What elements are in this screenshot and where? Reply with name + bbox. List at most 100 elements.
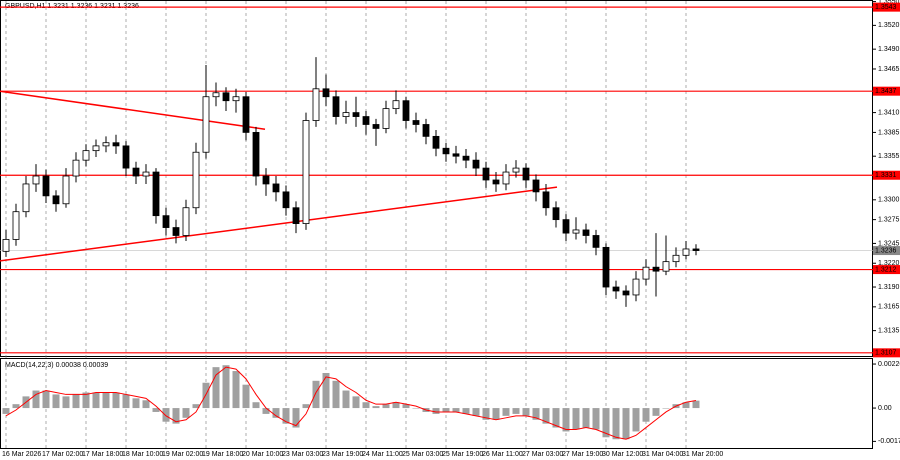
- macd-bar: [312, 380, 320, 409]
- candle-body: [362, 116, 370, 125]
- macd-bar: [452, 408, 460, 412]
- macd-bar: [352, 396, 360, 409]
- macd-bar: [382, 404, 390, 409]
- macd-bar: [152, 408, 160, 412]
- candle-body: [692, 248, 700, 251]
- candle-body: [322, 88, 330, 98]
- x-tick-label: 19 Mar 02:00: [162, 451, 203, 458]
- macd-bar: [272, 408, 280, 418]
- macd-bar: [12, 404, 20, 409]
- macd-frame: [0, 358, 873, 449]
- candle-body: [112, 142, 120, 147]
- level-label: 1.3331: [875, 172, 897, 179]
- candle-body: [412, 120, 420, 125]
- candle-body: [62, 175, 70, 205]
- macd-bar: [402, 404, 410, 409]
- candle-body: [182, 207, 190, 236]
- y-tick-label: 1.3385: [878, 129, 900, 136]
- macd-bar: [282, 408, 290, 424]
- candle-body: [72, 159, 80, 177]
- macd-bar: [582, 408, 590, 428]
- candle-body: [222, 92, 230, 102]
- macd-bar: [512, 408, 520, 414]
- y-tick-label: 1.3300: [878, 197, 900, 204]
- macd-bar: [692, 400, 700, 409]
- candle-body: [532, 179, 540, 193]
- x-tick-label: 23 Mar 03:00: [282, 451, 323, 458]
- candle-body: [382, 108, 390, 129]
- macd-bar: [342, 390, 350, 409]
- candle-body: [332, 96, 340, 117]
- macd-bar: [142, 400, 150, 409]
- macd-bar: [492, 408, 500, 420]
- candle-body: [422, 124, 430, 137]
- y-tick-label: 1.3355: [878, 153, 900, 160]
- candle-body: [392, 100, 400, 110]
- y-tick-label: 1.3410: [878, 109, 900, 116]
- candle-body: [642, 266, 650, 280]
- macd-bar: [122, 394, 130, 409]
- macd-bar: [112, 392, 120, 409]
- candle-body: [32, 175, 40, 185]
- candle-body: [282, 191, 290, 209]
- macd-label: MACD(14,22,3) 0.00038 0.00039: [5, 362, 108, 369]
- candle-body: [672, 254, 680, 263]
- macd-bar: [522, 408, 530, 416]
- trendline: [0, 90, 266, 130]
- candle-body: [612, 286, 620, 292]
- x-tick-label: 27 Mar 19:00: [562, 451, 603, 458]
- macd-bar: [102, 392, 110, 409]
- candle-body: [492, 179, 500, 185]
- current-price-box: [873, 246, 900, 256]
- macd-bar: [132, 398, 140, 409]
- candle-body: [452, 153, 460, 157]
- level-box: [873, 348, 900, 358]
- macd-bar: [302, 404, 310, 409]
- macd-bar: [612, 408, 620, 440]
- candle-body: [572, 229, 580, 234]
- macd-bar: [322, 373, 330, 409]
- macd-bar: [472, 408, 480, 416]
- candle-body: [212, 92, 220, 98]
- macd-bar: [32, 390, 40, 409]
- x-tick-label: 25 Mar 03:00: [402, 451, 443, 458]
- trendline: [0, 186, 558, 262]
- macd-bar: [462, 408, 470, 414]
- chart-title: GBPUSD,H1 1.3231 1.3236 1.3231 1.3236: [5, 3, 139, 10]
- macd-bar: [572, 408, 580, 430]
- candle-body: [172, 227, 180, 236]
- macd-signal: [5, 366, 697, 440]
- macd-bar: [602, 408, 610, 438]
- level-box: [873, 86, 900, 96]
- candle-body: [352, 112, 360, 117]
- macd-bar: [2, 408, 10, 414]
- candle-body: [122, 145, 130, 169]
- candle-body: [552, 207, 560, 221]
- macd-bar: [182, 408, 190, 418]
- macd-bar: [252, 402, 260, 409]
- macd-bar: [262, 408, 270, 414]
- candle-body: [302, 120, 310, 224]
- x-tick-label: 23 Mar 19:00: [322, 451, 363, 458]
- candle-body: [522, 167, 530, 181]
- macd-bar: [592, 408, 600, 430]
- macd-bar: [482, 408, 490, 420]
- candle-body: [472, 159, 480, 169]
- x-tick-label: 31 Mar 04:00: [642, 451, 683, 458]
- macd-bar: [562, 408, 570, 432]
- macd-bar: [532, 408, 540, 420]
- macd-bar: [392, 402, 400, 409]
- macd-y-tick-label: 0.00226: [878, 361, 900, 368]
- candle-body: [192, 151, 200, 209]
- level-box: [873, 170, 900, 180]
- macd-bar: [212, 367, 220, 409]
- y-tick-label: 1.3135: [878, 327, 900, 334]
- candle-body: [142, 171, 150, 177]
- x-tick-label: 31 Mar 20:00: [682, 451, 723, 458]
- y-tick-label: 1.3165: [878, 304, 900, 311]
- macd-bar: [52, 394, 60, 409]
- macd-y-tick-label: 0.00: [878, 405, 892, 412]
- x-tick-label: 30 Mar 12:00: [602, 451, 643, 458]
- candle-body: [682, 248, 690, 256]
